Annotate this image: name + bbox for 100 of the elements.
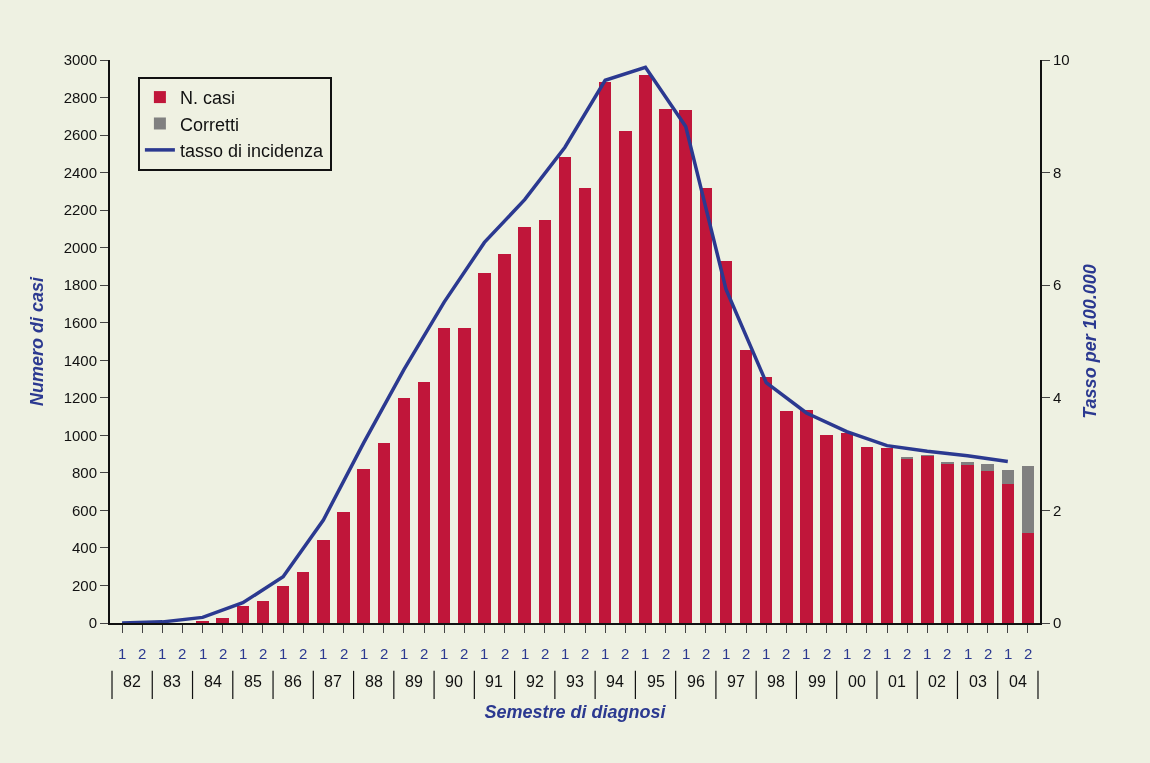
text: 99 bbox=[808, 673, 826, 690]
x-tick-label: 2 bbox=[1024, 645, 1033, 662]
bar bbox=[317, 540, 330, 623]
bar bbox=[558, 156, 572, 623]
bar bbox=[800, 410, 813, 623]
bar bbox=[276, 586, 290, 623]
y-tick-label: 1200 bbox=[63, 389, 97, 407]
bar bbox=[397, 397, 411, 623]
bar bbox=[981, 471, 994, 623]
x-tick-label: 2 bbox=[621, 645, 630, 662]
bar bbox=[619, 131, 632, 623]
bar bbox=[981, 463, 994, 472]
bar bbox=[860, 446, 874, 623]
x-tick-label: 2 bbox=[662, 645, 671, 662]
y2-tick-label: 4 bbox=[1053, 389, 1062, 407]
bar bbox=[1021, 466, 1035, 533]
bar bbox=[437, 328, 451, 623]
x-tick-label: 2 bbox=[541, 645, 550, 662]
y-tick-label: 3000 bbox=[63, 51, 97, 69]
y-tick-label: 800 bbox=[71, 464, 97, 482]
bar bbox=[820, 435, 833, 623]
x-tick-label: 1 bbox=[802, 645, 811, 662]
x-tick-label: 1 bbox=[521, 645, 530, 662]
x-tick-label: 2 bbox=[782, 645, 791, 662]
x-tick-label: 1 bbox=[158, 645, 167, 662]
x-tick-label: 2 bbox=[178, 645, 187, 662]
bar bbox=[357, 469, 370, 623]
bar bbox=[417, 381, 431, 623]
bar bbox=[458, 328, 471, 623]
bar bbox=[880, 447, 894, 623]
y2-tick-label: 8 bbox=[1053, 163, 1062, 181]
bar bbox=[780, 410, 793, 623]
bar bbox=[236, 606, 250, 623]
y-tick-label: 2000 bbox=[63, 238, 97, 256]
bar bbox=[337, 512, 350, 623]
bar bbox=[639, 75, 652, 623]
text: 91 bbox=[485, 673, 503, 690]
bar bbox=[941, 463, 954, 623]
x-tick-label: 2 bbox=[702, 645, 711, 662]
bar bbox=[518, 227, 531, 623]
bar bbox=[297, 572, 310, 623]
y-tick-label: 200 bbox=[71, 576, 97, 594]
text: 85 bbox=[244, 673, 262, 690]
bar bbox=[256, 601, 270, 623]
x-axis-title: Semestre di diagnosi bbox=[484, 701, 667, 722]
x-tick-label: 2 bbox=[742, 645, 751, 662]
x-tick-label: 2 bbox=[259, 645, 268, 662]
y-tick-label: 2400 bbox=[63, 163, 97, 181]
x-tick-label: 1 bbox=[199, 645, 208, 662]
text: 97 bbox=[727, 673, 745, 690]
bar bbox=[538, 219, 552, 623]
y2-tick-label: 6 bbox=[1053, 276, 1062, 294]
bar bbox=[719, 260, 733, 623]
bar bbox=[759, 377, 773, 623]
bar bbox=[739, 349, 753, 623]
bar bbox=[659, 108, 672, 623]
x-tick-label: 1 bbox=[964, 645, 973, 662]
text: 03 bbox=[969, 673, 987, 690]
bar bbox=[961, 464, 974, 623]
y2-tick-label: 2 bbox=[1053, 501, 1062, 519]
x-tick-label: 1 bbox=[1004, 645, 1013, 662]
text: 92 bbox=[526, 673, 544, 690]
x-tick-label: 1 bbox=[641, 645, 650, 662]
x-tick-label: 1 bbox=[400, 645, 409, 662]
x-tick-label: 1 bbox=[440, 645, 449, 662]
text: 98 bbox=[767, 673, 785, 690]
text: 93 bbox=[566, 673, 584, 690]
x-tick-label: 1 bbox=[360, 645, 369, 662]
x-tick-label: 1 bbox=[480, 645, 489, 662]
x-tick-label: 2 bbox=[420, 645, 429, 662]
bar bbox=[498, 254, 511, 623]
x-tick-label: 2 bbox=[138, 645, 147, 662]
x-tick-label: 1 bbox=[118, 645, 127, 662]
legend-label: tasso di incidenza bbox=[179, 140, 324, 161]
bar bbox=[1021, 532, 1035, 623]
x-tick-label: 2 bbox=[340, 645, 349, 662]
bar bbox=[699, 187, 713, 623]
y-tick-label: 1600 bbox=[63, 313, 97, 331]
text: 01 bbox=[888, 673, 906, 690]
y-tick-label: 600 bbox=[71, 501, 97, 519]
bar bbox=[921, 455, 934, 623]
x-tick-label: 2 bbox=[943, 645, 952, 662]
x-tick-label: 1 bbox=[682, 645, 691, 662]
x-tick-label: 2 bbox=[460, 645, 469, 662]
x-tick-label: 2 bbox=[219, 645, 228, 662]
x-tick-label: 2 bbox=[501, 645, 510, 662]
text: 86 bbox=[284, 673, 302, 690]
x-tick-label: 1 bbox=[843, 645, 852, 662]
x-tick-label: 2 bbox=[380, 645, 389, 662]
y-axis-title: Numero di casi bbox=[27, 275, 48, 407]
bar bbox=[1001, 483, 1015, 623]
x-tick-label: 1 bbox=[883, 645, 892, 662]
y-tick-label: 1400 bbox=[63, 351, 97, 369]
bar bbox=[679, 109, 692, 623]
x-tick-label: 1 bbox=[601, 645, 610, 662]
x-tick-label: 2 bbox=[863, 645, 872, 662]
x-tick-label: 1 bbox=[279, 645, 288, 662]
bar bbox=[578, 187, 592, 623]
bar bbox=[840, 433, 853, 623]
text: 88 bbox=[365, 673, 383, 690]
